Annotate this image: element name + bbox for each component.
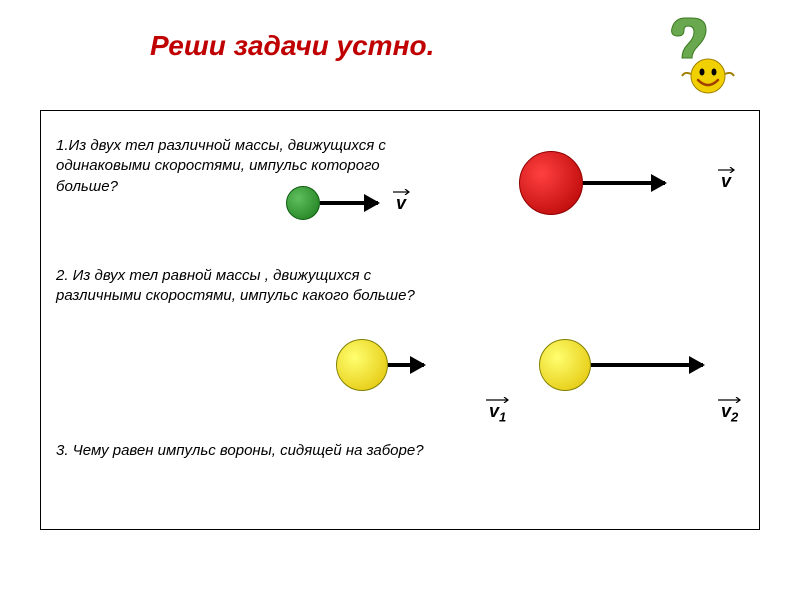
problem-2-text: 2. Из двух тел равной массы , движущихся…	[56, 266, 436, 307]
problem-1-text: 1.Из двух тел различной массы, движущихс…	[56, 136, 436, 197]
arrow-yellow-left	[388, 363, 424, 367]
problem-3-text: 3. Чему равен импульс вороны, сидящей на…	[56, 441, 436, 461]
yellow-ball-right	[539, 339, 591, 391]
vector-overline-icon	[718, 397, 742, 403]
v1-label: v1	[489, 401, 506, 425]
vector-overline-icon	[486, 397, 510, 403]
v-label-1a: v	[396, 193, 406, 214]
vector-overline-icon	[393, 189, 411, 195]
yellow-ball-left	[336, 339, 388, 391]
red-ball	[519, 151, 583, 215]
vector-overline-icon	[718, 167, 736, 173]
arrow-red	[583, 181, 665, 185]
green-ball	[286, 186, 320, 220]
page-title: Реши задачи устно.	[150, 30, 434, 62]
content-box: 1.Из двух тел различной массы, движущихс…	[40, 110, 760, 530]
arrow-yellow-right	[591, 363, 703, 367]
arrow-green	[320, 201, 378, 205]
question-mark-icon	[650, 10, 740, 100]
v2-label: v2	[721, 401, 738, 425]
v-label-1b: v	[721, 171, 731, 192]
